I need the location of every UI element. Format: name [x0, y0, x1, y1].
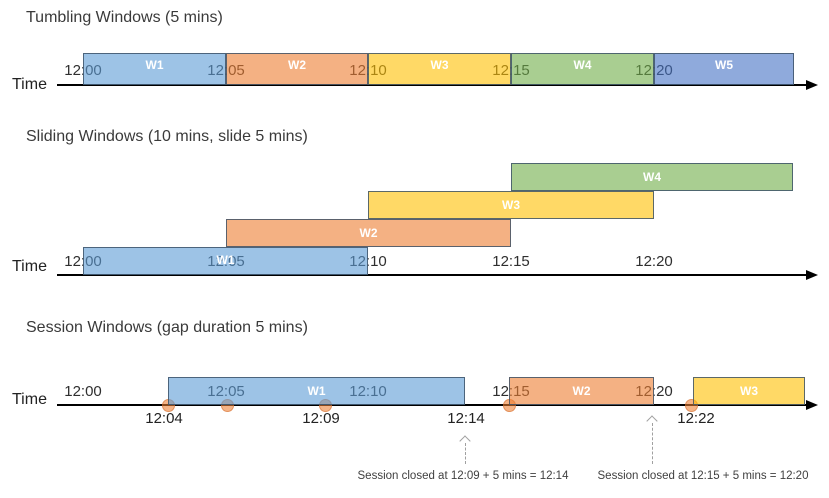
- sliding-tick-1215: 12:15: [492, 253, 530, 270]
- tumbling-window-w1-label: W1: [145, 58, 164, 72]
- sliding-time-axis-label: Time: [12, 258, 47, 275]
- tumbling-axis-arrow-icon: [806, 80, 818, 90]
- tumbling-window-w1: W1: [83, 53, 226, 85]
- session-close-annotation-1: Session closed at 12:09 + 5 mins = 12:14: [357, 470, 569, 482]
- session-window-w1: W1: [168, 377, 465, 405]
- tumbling-window-w3: W3: [368, 53, 511, 85]
- tumbling-window-w2: W2: [226, 53, 368, 85]
- session-window-w3: W3: [693, 377, 805, 405]
- tumbling-window-w4: W4: [511, 53, 654, 85]
- session-close-arrow-stem: [464, 443, 466, 464]
- sliding-window-w4: W4: [511, 163, 793, 191]
- sliding-window-w2-label: W2: [359, 226, 378, 240]
- session-time-axis-label: Time: [12, 391, 47, 408]
- session-time-axis: [57, 404, 806, 406]
- tumbling-window-w5: W5: [654, 53, 794, 85]
- event-time-label-1209: 12:09: [302, 410, 340, 427]
- session-axis-arrow-icon: [806, 400, 818, 410]
- session-section-title: Session Windows (gap duration 5 mins): [26, 319, 308, 336]
- sliding-window-w3: W3: [368, 191, 654, 219]
- tumbling-window-w4-label: W4: [573, 58, 592, 72]
- session-close-arrow-stem: [651, 423, 653, 464]
- sliding-window-w1: W1: [83, 247, 368, 275]
- session-window-w2: W2: [509, 377, 654, 405]
- sliding-tick-1220: 12:20: [635, 253, 673, 270]
- sliding-window-w1-label: W1: [216, 253, 235, 267]
- tumbling-window-w2-label: W2: [288, 58, 306, 72]
- tumbling-section-title: Tumbling Windows (5 mins): [26, 9, 223, 26]
- session-window-w1-label: W1: [307, 384, 326, 398]
- session-window-w2-label: W2: [572, 384, 591, 398]
- sliding-time-axis: [57, 274, 806, 276]
- sliding-axis-arrow-icon: [806, 270, 818, 280]
- tumbling-window-w3-label: W3: [430, 58, 449, 72]
- session-close-annotation-2: Session closed at 12:15 + 5 mins = 12:20: [597, 470, 809, 482]
- event-time-label-1222: 12:22: [677, 410, 715, 427]
- sliding-section-title: Sliding Windows (10 mins, slide 5 mins): [26, 128, 308, 145]
- sliding-window-w3-label: W3: [502, 198, 520, 212]
- tumbling-time-axis: [57, 84, 806, 86]
- session-tick-1200: 12:00: [64, 383, 102, 400]
- event-time-label-1204: 12:04: [145, 410, 183, 427]
- sliding-window-w4-label: W4: [643, 170, 661, 184]
- sliding-window-w2: W2: [226, 219, 511, 247]
- event-time-label-1214: 12:14: [447, 410, 485, 427]
- session-window-w3-label: W3: [740, 384, 758, 398]
- tumbling-time-axis-label: Time: [12, 76, 47, 93]
- tumbling-window-w5-label: W5: [715, 58, 733, 72]
